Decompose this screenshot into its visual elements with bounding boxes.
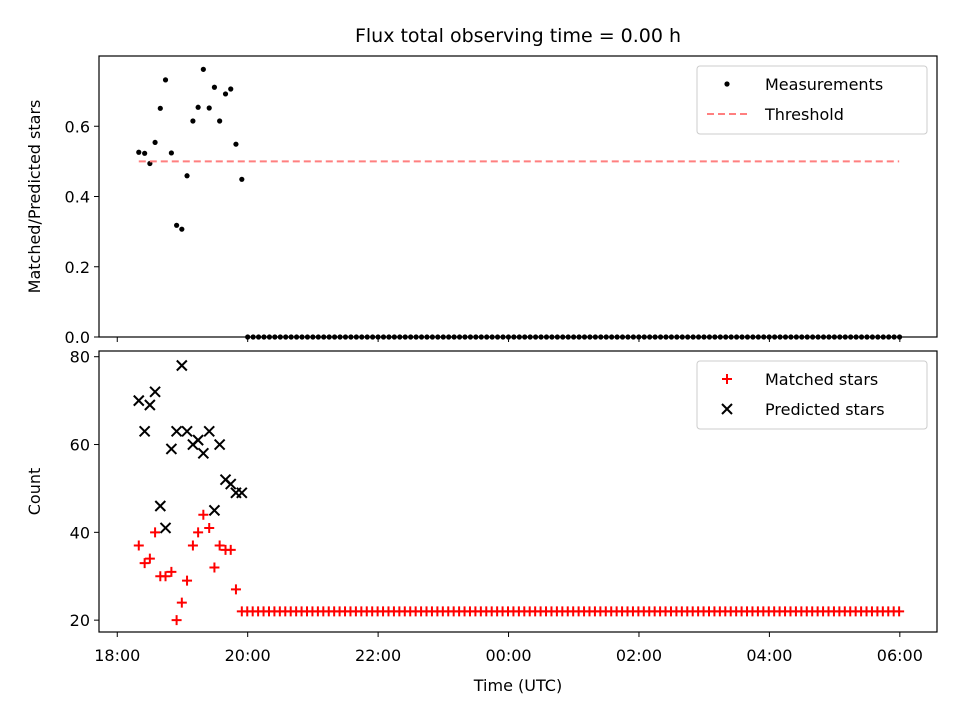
measurements-point — [222, 91, 229, 97]
measurements-point — [233, 141, 239, 147]
predicted-stars-point — [159, 522, 172, 534]
matched-stars-point — [139, 558, 150, 569]
bottom-y-tick-label: 60 — [70, 436, 90, 455]
matched-stars-point — [171, 615, 182, 626]
predicted-stars-point — [165, 443, 178, 455]
measurements-point — [228, 86, 234, 92]
matched-stars-point — [894, 606, 905, 617]
bottom-y-tick-label: 20 — [70, 611, 90, 630]
matched-stars-point — [193, 527, 204, 538]
predicted-stars-point — [197, 447, 210, 460]
matched-stars-point — [187, 540, 198, 551]
matched-stars-point — [176, 597, 187, 608]
measurements-point — [211, 84, 218, 90]
chart-title: Flux total observing time = 0.00 h — [355, 25, 681, 47]
bottom-y-tick-label: 80 — [70, 348, 90, 367]
top-panel: 0.0 0.2 0.4 0.6 Matched/Predicted stars Measu… — [25, 55, 938, 347]
predicted-stars-point — [225, 478, 237, 490]
x-tick-label: 04:00 — [746, 646, 792, 665]
measurements-legend-swatch — [724, 81, 730, 87]
predicted-stars-point — [213, 438, 226, 451]
matched-stars-legend-swatch — [722, 374, 732, 384]
measurements-point — [157, 105, 163, 111]
x-axis-label: Time (UTC) — [473, 676, 562, 695]
measurements-point — [174, 222, 180, 228]
matched-stars-point — [209, 562, 220, 573]
bottom-y-tick-label: 40 — [70, 523, 90, 542]
predicted-stars-legend-swatch — [721, 403, 733, 415]
measurements-point — [190, 118, 196, 124]
bottom-axes-frame — [98, 350, 938, 633]
matched-stars-point — [214, 540, 225, 551]
measurements-point — [136, 149, 142, 155]
measurements-point — [184, 173, 190, 179]
bottom-y-axis-label: Count — [25, 468, 44, 516]
x-tick-label: 18:00 — [94, 646, 140, 665]
top-legend-box — [696, 65, 928, 135]
x-tick-label: 00:00 — [485, 646, 531, 665]
matched-stars-point — [160, 571, 171, 582]
matched-stars-point — [230, 584, 241, 595]
measurements-point — [179, 226, 185, 232]
measurements-legend-label: Measurements — [765, 75, 883, 94]
measurements-point — [217, 118, 223, 124]
measurements-point — [142, 150, 148, 156]
predicted-stars-point — [203, 425, 215, 438]
bottom-panel: 20 40 60 80 18:00 20:00 22:00 00:00 02:00 04:00 06… — [25, 348, 938, 665]
matched-stars-point — [166, 566, 177, 577]
predicted-stars-point — [133, 394, 145, 407]
matched-stars-legend-label: Matched stars — [765, 370, 878, 389]
top-y-tick-label: 0.6 — [65, 117, 90, 136]
x-tick-label: 22:00 — [355, 646, 401, 665]
bottom-legend: Matched stars Predicted stars — [696, 360, 928, 430]
predicted-stars-point — [176, 359, 188, 372]
predicted-stars-point — [181, 425, 193, 438]
matched-stars-point — [182, 575, 193, 586]
predicted-stars-point — [236, 487, 248, 499]
threshold-legend-label: Threshold — [764, 105, 844, 124]
x-tick-label: 06:00 — [877, 646, 923, 665]
bottom-legend-box — [696, 360, 928, 430]
x-tick-label: 02:00 — [616, 646, 662, 665]
predicted-stars-point — [208, 504, 221, 517]
predicted-stars-point — [170, 425, 183, 438]
matched-stars-point — [198, 509, 209, 520]
predicted-stars-point — [154, 500, 167, 512]
measurements-point — [206, 105, 212, 111]
matched-stars-point — [150, 527, 161, 538]
top-y-tick-label: 0.2 — [65, 258, 90, 277]
predicted-stars-point — [144, 399, 156, 411]
top-y-tick-label: 0.0 — [65, 328, 90, 347]
predicted-stars-point — [149, 386, 161, 398]
matched-stars-point — [225, 544, 236, 555]
measurements-point — [239, 176, 245, 182]
top-axes-frame — [98, 55, 938, 338]
predicted-stars-point — [138, 425, 151, 438]
measurements-point — [162, 77, 169, 83]
measurements-point — [152, 139, 158, 146]
matched-stars-point — [133, 540, 144, 551]
top-y-tick-label: 0.4 — [65, 188, 90, 207]
x-tick-label: 20:00 — [225, 646, 271, 665]
predicted-stars-point — [192, 434, 204, 446]
measurements-point — [200, 66, 206, 72]
top-legend: Measurements Threshold — [696, 65, 928, 135]
measurements-point — [168, 150, 174, 156]
matched-stars-point — [144, 553, 155, 564]
matched-stars-point — [204, 522, 215, 533]
top-y-axis-label: Matched/Predicted stars — [25, 100, 44, 294]
measurements-point — [195, 104, 201, 110]
predicted-stars-legend-label: Predicted stars — [765, 400, 885, 419]
bottom-plot-area — [133, 359, 905, 626]
